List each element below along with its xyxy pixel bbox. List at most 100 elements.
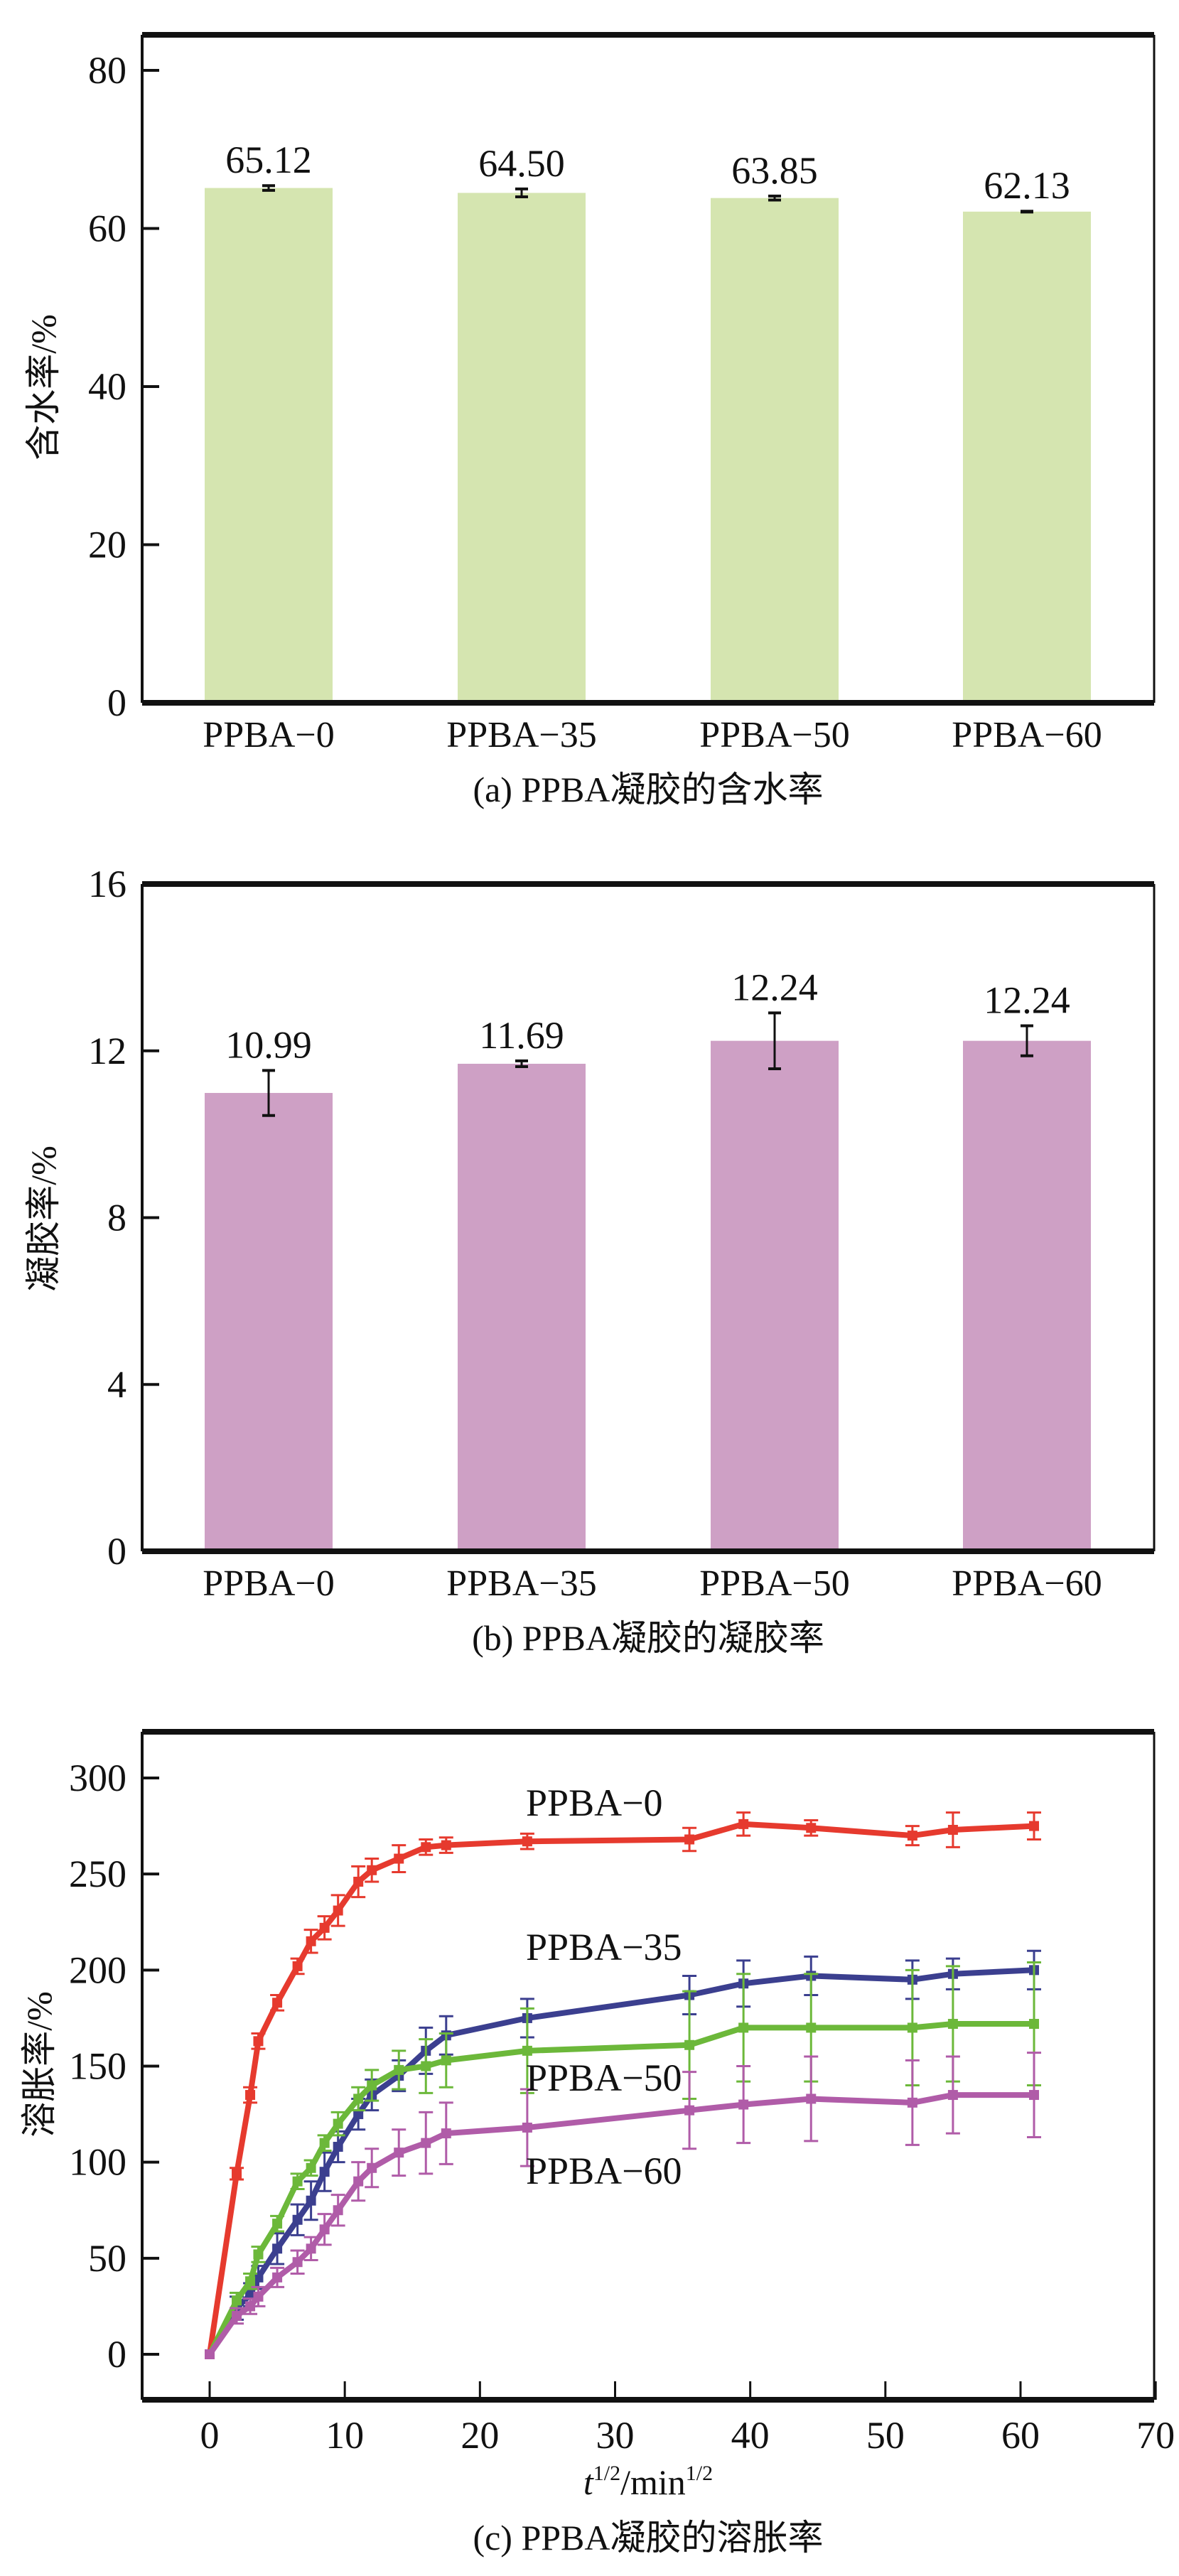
- data-point: [333, 2205, 343, 2216]
- data-point: [421, 2061, 431, 2071]
- data-point: [421, 1842, 431, 1853]
- panel-b-x-tick-label: PPBA−60: [952, 1563, 1102, 1604]
- panel-c-x-tick-label: 10: [325, 2414, 364, 2457]
- data-point: [806, 2022, 817, 2033]
- data-point: [394, 2064, 404, 2075]
- data-point: [272, 1998, 283, 2008]
- panel-b-y-tick-label: 4: [107, 1363, 126, 1406]
- data-point: [319, 2224, 330, 2235]
- data-point: [272, 2272, 283, 2283]
- data-point: [319, 1922, 330, 1933]
- data-point: [292, 2214, 303, 2225]
- panel-a-y-tick-label: 20: [88, 524, 126, 566]
- data-point: [292, 1961, 303, 1971]
- series-ppba-60: [205, 2052, 1042, 2359]
- panel-a-x-tick-label: PPBA−60: [952, 715, 1102, 755]
- panel-c-y-tick-label: 50: [88, 2237, 126, 2280]
- data-point: [353, 2093, 364, 2104]
- panel-a-bar: [963, 211, 1091, 704]
- data-point: [441, 2055, 451, 2066]
- panel-b-value-label: 12.24: [984, 979, 1070, 1022]
- panel-b-caption: (b) PPBA凝胶的凝胶率: [472, 1618, 824, 1658]
- data-point: [245, 2090, 256, 2101]
- panel-a-ylabel: 含水率/%: [23, 314, 63, 460]
- data-point: [947, 2019, 958, 2030]
- series-annotation: PPBA−35: [526, 1926, 682, 1968]
- panel-b-ylabel: 凝胶率/%: [23, 1146, 63, 1292]
- panel-b-y-tick-label: 12: [88, 1030, 126, 1072]
- data-point: [245, 2276, 256, 2287]
- panel-c-x-tick-label: 50: [866, 2414, 905, 2457]
- panel-b-y-tick-label: 16: [88, 863, 126, 905]
- data-point: [253, 2272, 264, 2283]
- data-point: [253, 2291, 264, 2302]
- data-point: [738, 1818, 749, 1829]
- panel-a-value-label: 63.85: [731, 149, 818, 192]
- panel-b-bar: [963, 1040, 1091, 1551]
- panel-a-y-tick-label: 80: [88, 49, 126, 92]
- data-point: [292, 2176, 303, 2187]
- panel-a-water-content-chart: 含水率/% (a) PPBA凝胶的含水率 65.12 PPBA−0 64.50 PPB…: [23, 32, 1156, 809]
- data-point: [245, 2301, 256, 2312]
- panel-c-y-tick-label: 200: [69, 1949, 126, 1991]
- data-point: [306, 2243, 316, 2254]
- data-point: [947, 2090, 958, 2101]
- data-point: [522, 2123, 532, 2133]
- data-point: [394, 1853, 404, 1864]
- panel-b-y-tick-label: 0: [107, 1530, 126, 1573]
- panel-a-bar: [711, 198, 839, 703]
- data-point: [738, 2099, 749, 2110]
- data-point: [684, 2105, 695, 2116]
- panel-a-y-tick-label: 0: [107, 681, 126, 724]
- series-annotation: PPBA−50: [526, 2057, 682, 2099]
- panel-b-value-label: 12.24: [731, 966, 818, 1008]
- panel-b-bar: [205, 1093, 333, 1551]
- panel-a-value-label: 64.50: [478, 142, 565, 185]
- data-point: [522, 1836, 532, 1847]
- data-point: [253, 2249, 264, 2260]
- data-point: [806, 1823, 817, 1833]
- data-point: [1029, 2090, 1040, 2101]
- panel-a-x-tick-label: PPBA−35: [446, 715, 596, 755]
- data-point: [806, 2093, 817, 2104]
- series-annotation: PPBA−60: [526, 2150, 682, 2192]
- panel-b-value-label: 11.69: [479, 1014, 564, 1057]
- panel-c-x-tick-label: 60: [1001, 2414, 1040, 2457]
- data-point: [353, 2176, 364, 2187]
- data-point: [333, 2118, 343, 2129]
- data-point: [232, 2168, 242, 2179]
- panel-a-value-label: 62.13: [984, 164, 1070, 207]
- data-point: [947, 1824, 958, 1835]
- data-point: [441, 2128, 451, 2139]
- data-point: [522, 2045, 532, 2056]
- data-point: [907, 2022, 917, 2033]
- data-point: [1029, 1821, 1040, 1831]
- panel-c-y-tick-label: 250: [69, 1853, 126, 1895]
- data-point: [1029, 2019, 1040, 2030]
- panel-a-bar: [205, 188, 333, 703]
- data-point: [353, 2109, 364, 2120]
- data-point: [421, 2138, 431, 2148]
- panel-c-x-tick-label: 40: [731, 2414, 770, 2457]
- panel-c-y-tick-label: 100: [69, 2141, 126, 2184]
- panel-a-x-tick-label: PPBA−0: [203, 715, 334, 755]
- panel-c-ylabel: 溶胀率/%: [19, 1991, 59, 2138]
- data-point: [367, 1865, 377, 1875]
- panel-b-x-tick-label: PPBA−35: [446, 1563, 596, 1604]
- panel-b-value-label: 10.99: [225, 1023, 312, 1066]
- panel-c-y-tick-label: 300: [69, 1757, 126, 1799]
- data-point: [353, 1876, 364, 1887]
- data-point: [319, 2167, 330, 2177]
- panel-c-x-tick-label: 30: [596, 2414, 635, 2457]
- panel-c-x-tick-label: 70: [1136, 2414, 1175, 2457]
- panel-b-x-tick-label: PPBA−50: [699, 1563, 849, 1604]
- data-point: [684, 2039, 695, 2050]
- data-point: [738, 2022, 749, 2033]
- panel-c-x-tick-label: 0: [200, 2414, 220, 2457]
- data-point: [306, 1936, 316, 1946]
- data-point: [684, 1834, 695, 1845]
- panel-c-x-tick-label: 20: [461, 2414, 499, 2457]
- data-point: [907, 2097, 917, 2108]
- data-point: [253, 2036, 264, 2047]
